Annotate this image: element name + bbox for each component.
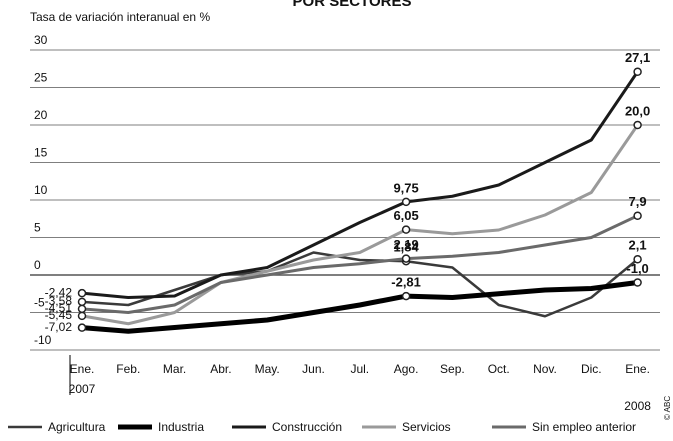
data-label: -1,0 xyxy=(626,261,648,276)
x-tick-label: Ene. xyxy=(70,362,95,376)
x-tick-label: Jun. xyxy=(302,362,325,376)
point-marker xyxy=(77,323,87,332)
data-label: -4,51 xyxy=(45,301,73,315)
y-tick-label: 30 xyxy=(34,33,48,47)
point-marker xyxy=(401,254,411,263)
legend-label: Agricultura xyxy=(48,420,106,434)
point-marker xyxy=(77,311,87,321)
data-label: 27,1 xyxy=(625,50,650,65)
legend-label: Industria xyxy=(158,420,204,434)
year-label: 2007 xyxy=(69,382,96,396)
point-marker xyxy=(401,197,411,207)
point-marker xyxy=(633,255,642,264)
data-label: 2,1 xyxy=(629,238,647,253)
data-label: 6,05 xyxy=(393,208,418,223)
y-tick-label: 20 xyxy=(34,108,48,122)
point-marker xyxy=(633,278,642,287)
series-line xyxy=(81,70,639,299)
data-label: -7,02 xyxy=(45,320,73,334)
point-marker xyxy=(77,297,87,307)
data-label: 9,75 xyxy=(393,180,418,195)
x-tick-label: Oct. xyxy=(488,362,510,376)
x-tick-label: May. xyxy=(255,362,280,376)
data-label: 20,0 xyxy=(625,103,650,118)
data-label: -3,58 xyxy=(45,294,73,308)
legend-label: Servicios xyxy=(402,420,451,434)
x-tick-label: Feb. xyxy=(116,362,140,376)
y-tick-label: 10 xyxy=(34,183,48,197)
point-marker xyxy=(633,120,642,130)
y-tick-label: 15 xyxy=(34,146,48,160)
year-label: 2008 xyxy=(624,399,651,413)
credit: © ABC xyxy=(663,396,672,420)
series-line xyxy=(81,280,638,334)
point-marker xyxy=(77,304,87,314)
data-label: -5,45 xyxy=(45,308,73,322)
y-tick-label: 5 xyxy=(34,221,41,235)
point-marker xyxy=(633,67,642,76)
series-line xyxy=(81,214,639,314)
y-tick-label: 0 xyxy=(34,258,41,272)
x-tick-label: Sep. xyxy=(440,362,465,376)
data-label: 1,84 xyxy=(393,240,419,255)
data-label: 7,9 xyxy=(629,194,647,209)
x-tick-label: Ago. xyxy=(394,362,419,376)
y-tick-label: -5 xyxy=(34,296,45,310)
point-marker xyxy=(401,225,411,234)
x-tick-label: Ene. xyxy=(625,362,650,376)
legend-label: Sin empleo anterior xyxy=(532,420,636,434)
point-marker xyxy=(77,288,87,298)
data-label: -2,42 xyxy=(45,285,73,299)
y-tick-label: -10 xyxy=(34,333,52,347)
data-label: -2,81 xyxy=(391,275,421,290)
chart-subtitle: Tasa de variación interanual en % xyxy=(30,10,210,24)
x-tick-label: Abr. xyxy=(210,362,231,376)
series-line xyxy=(81,124,639,326)
series-line xyxy=(81,251,639,318)
point-marker xyxy=(633,211,642,220)
point-marker xyxy=(401,291,411,301)
data-label: 2,19 xyxy=(393,237,418,252)
chart-title: POR SECTORES xyxy=(293,0,412,10)
legend-label: Construcción xyxy=(272,420,342,434)
y-tick-label: 25 xyxy=(34,71,48,85)
x-tick-label: Mar. xyxy=(163,362,186,376)
x-tick-label: Nov. xyxy=(533,362,557,376)
x-tick-label: Jul. xyxy=(350,362,369,376)
x-tick-label: Dic. xyxy=(581,362,602,376)
